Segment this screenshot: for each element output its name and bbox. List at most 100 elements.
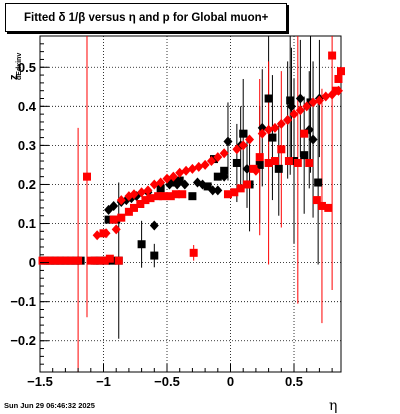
timestamp-footer: Sun Jun 29 06:46:32 2025 xyxy=(4,401,95,410)
data-point-diamond xyxy=(264,124,274,135)
data-point-diamond xyxy=(242,163,252,174)
data-point-square xyxy=(300,151,309,160)
data-point-diamond xyxy=(111,224,121,235)
data-point-square xyxy=(105,254,114,263)
data-point-square xyxy=(236,184,245,193)
data-point-diamond xyxy=(137,187,147,198)
x-axis-label: η xyxy=(329,398,338,414)
data-point-diamond xyxy=(175,167,185,178)
y-tick-label: −0.2 xyxy=(10,333,36,348)
data-point-square xyxy=(232,158,241,167)
data-point-square xyxy=(146,194,155,203)
data-point-square xyxy=(270,157,279,166)
data-point-square xyxy=(129,203,138,212)
data-point-square xyxy=(255,160,264,169)
data-point-square xyxy=(38,256,47,265)
data-point-diamond xyxy=(143,185,153,196)
data-point-square xyxy=(277,145,286,154)
y-tick-label: 0 xyxy=(29,255,36,270)
data-point-diamond xyxy=(129,189,139,200)
data-point-square xyxy=(69,256,78,265)
data-point-diamond xyxy=(109,200,119,211)
data-point-diamond xyxy=(156,177,166,188)
x-tick-label: −0.5 xyxy=(154,374,180,389)
data-point-square xyxy=(284,157,293,166)
data-point-square xyxy=(213,172,222,181)
data-point-square xyxy=(136,200,145,208)
data-point-square xyxy=(178,190,187,199)
data-point-diamond xyxy=(245,134,255,145)
data-point-square xyxy=(230,188,239,197)
data-point-diamond xyxy=(333,85,343,96)
data-point-square xyxy=(156,184,165,193)
y-tick-label: 0.4 xyxy=(18,99,37,114)
data-point-square xyxy=(100,256,109,265)
data-point-diamond xyxy=(321,91,331,102)
data-point-diamond xyxy=(223,136,233,147)
data-point-square xyxy=(324,203,333,212)
data-point-diamond xyxy=(219,148,229,159)
data-point-square xyxy=(93,256,102,265)
data-point-diamond xyxy=(270,122,280,133)
x-tick-label: 0 xyxy=(227,374,234,389)
data-point-diamond xyxy=(295,105,305,116)
data-point-diamond xyxy=(168,171,178,182)
data-point-square xyxy=(293,158,302,167)
data-point-diamond xyxy=(162,173,172,184)
data-point-diamond xyxy=(286,101,296,112)
data-point-diamond xyxy=(295,93,305,104)
data-point-diamond xyxy=(314,95,324,106)
title-box: Fitted δ 1/β versus η and p for Global m… xyxy=(5,3,287,32)
data-point-square xyxy=(305,158,314,167)
data-point-diamond xyxy=(200,159,210,170)
data-point-diamond xyxy=(149,179,159,190)
data-point-square xyxy=(300,129,309,138)
data-point-square xyxy=(175,176,184,185)
data-point-square xyxy=(114,256,123,265)
data-point-diamond xyxy=(308,97,318,108)
x-tick-label: −1.5 xyxy=(27,374,53,389)
y-tick-label: 0.2 xyxy=(18,177,36,192)
data-point-diamond xyxy=(194,161,204,172)
data-point-square xyxy=(189,248,198,257)
data-point-square xyxy=(312,196,321,205)
data-point-square xyxy=(43,256,52,265)
data-point-diamond xyxy=(219,171,229,182)
x-tick-label: −1 xyxy=(96,374,111,389)
x-tick-label: 0.5 xyxy=(285,374,303,389)
data-point-diamond xyxy=(276,118,286,129)
y-tick-label: 0.1 xyxy=(18,216,36,231)
data-point-square xyxy=(314,178,323,187)
data-point-diamond xyxy=(181,165,191,176)
data-point-square xyxy=(188,192,197,201)
data-point-square xyxy=(74,256,83,265)
y-axis: −0.2 −0.1 0 0.1 0.2 0.3 0.4 0.5 xyxy=(10,43,49,373)
data-point-square xyxy=(159,192,168,201)
data-point-square xyxy=(334,74,343,83)
data-point-square xyxy=(274,164,283,173)
data-point-square xyxy=(150,251,159,260)
data-point-square xyxy=(104,215,113,224)
data-point-diamond xyxy=(101,228,111,239)
data-point-diamond xyxy=(187,163,197,174)
data-point-square xyxy=(124,207,133,216)
data-point-square xyxy=(48,256,57,265)
data-point-square xyxy=(286,96,295,105)
data-point-square xyxy=(264,158,273,167)
data-point-square xyxy=(337,67,345,76)
data-point-diamond xyxy=(257,122,267,133)
data-point-diamond xyxy=(198,179,208,190)
data-point-diamond xyxy=(283,115,293,125)
data-point-diamond xyxy=(327,89,337,100)
data-point-square xyxy=(239,129,248,138)
data-point-square xyxy=(203,182,212,191)
data-point-square xyxy=(328,51,337,60)
data-point-diamond xyxy=(206,156,216,167)
data-point-square xyxy=(255,153,264,162)
data-point-square xyxy=(264,94,273,103)
data-point-diamond xyxy=(302,101,312,112)
data-point-square xyxy=(141,196,150,205)
data-point-square xyxy=(171,190,180,199)
data-point-diamond xyxy=(257,128,267,139)
